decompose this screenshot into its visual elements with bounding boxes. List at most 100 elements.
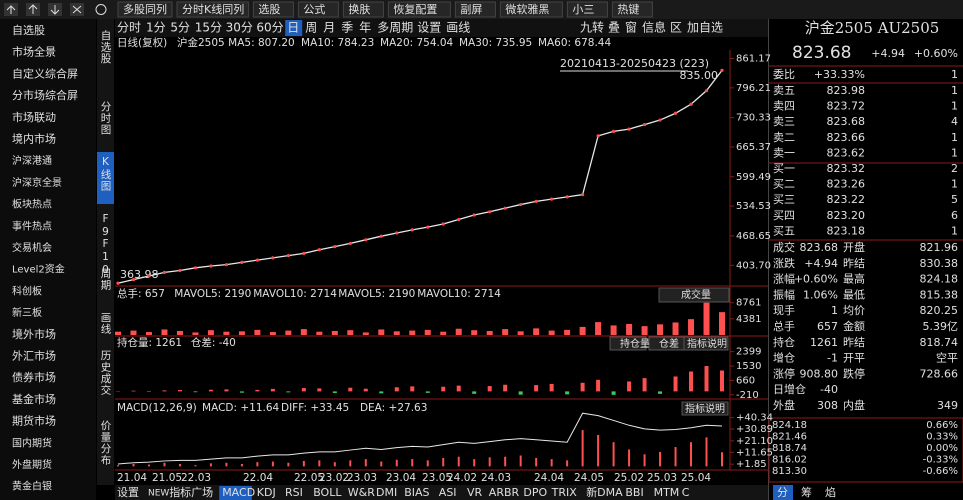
side-tab[interactable]: 周期 bbox=[100, 268, 112, 291]
toolbar-button[interactable] bbox=[611, 1, 653, 18]
toolbar-label[interactable]: 恢复配置 bbox=[393, 2, 437, 16]
toolbar-button[interactable] bbox=[252, 1, 294, 18]
indicator-tab[interactable]: MTM bbox=[654, 486, 680, 499]
indicator-tab[interactable]: BOLL bbox=[313, 486, 342, 499]
indicator-tab[interactable]: RSI bbox=[285, 486, 303, 499]
sidebar-item[interactable]: 科创板 bbox=[12, 284, 42, 297]
period-tab[interactable]: 月 bbox=[323, 21, 335, 35]
sidebar-item[interactable]: 基金市场 bbox=[12, 392, 56, 406]
chart-tool[interactable]: 窗 bbox=[625, 21, 637, 35]
toolbar-label[interactable]: 副屏 bbox=[460, 3, 482, 16]
chart-tool[interactable]: 九转 bbox=[580, 20, 604, 35]
sidebar-item[interactable]: 市场联动 bbox=[12, 110, 56, 124]
indicator-tab[interactable]: 设置 bbox=[117, 486, 139, 499]
indicator-tab[interactable]: BBI bbox=[625, 486, 643, 499]
sidebar-item[interactable]: 分市场综合屏 bbox=[12, 88, 78, 102]
period-tab[interactable]: 多周期 bbox=[377, 21, 413, 35]
toolbar-button[interactable] bbox=[566, 1, 608, 18]
toolbar-label[interactable]: 小三 bbox=[572, 3, 594, 16]
sidebar-item[interactable]: 市场全景 bbox=[12, 45, 56, 59]
period-tab[interactable]: 设置 bbox=[417, 21, 441, 35]
indicator-tab[interactable]: MACD bbox=[222, 486, 255, 499]
period-tab[interactable]: 30分 bbox=[226, 21, 253, 35]
button[interactable] bbox=[658, 287, 730, 303]
indicator-tab[interactable]: VR bbox=[467, 486, 483, 499]
sidebar-item[interactable]: 沪深港通 bbox=[12, 154, 52, 167]
sidebar-item[interactable]: 外盘期货 bbox=[12, 458, 52, 471]
sidebar-item[interactable]: 境外市场 bbox=[12, 327, 56, 341]
period-tab[interactable]: 周 bbox=[305, 21, 317, 35]
period-tab[interactable]: 5分 bbox=[170, 21, 190, 35]
sidebar-item[interactable]: 新三板 bbox=[12, 306, 42, 319]
toolbar-label[interactable]: 选股 bbox=[258, 3, 280, 16]
period-tab[interactable]: 日 bbox=[287, 21, 299, 35]
period-tab[interactable]: 季 bbox=[341, 21, 353, 35]
indicator-tab[interactable]: C bbox=[682, 486, 690, 499]
indicator-tab[interactable]: ARBR bbox=[489, 486, 520, 499]
toolbar-label[interactable]: 公式 bbox=[303, 3, 325, 16]
sidebar-item[interactable]: 板块热点 bbox=[12, 198, 52, 211]
toolbar-label[interactable]: 微软雅黑 bbox=[505, 2, 549, 16]
chart-tool[interactable]: 信息 bbox=[642, 20, 666, 35]
toolbar-label[interactable]: 多股同列 bbox=[123, 2, 167, 16]
indicator-tab[interactable]: DMI bbox=[376, 486, 397, 499]
quote-tab[interactable]: 分 bbox=[777, 486, 788, 499]
sidebar-item[interactable]: 事件热点 bbox=[12, 219, 52, 232]
button[interactable] bbox=[609, 336, 647, 351]
period-tab[interactable]: 1分 bbox=[146, 21, 166, 35]
side-tab[interactable]: 自选股 bbox=[100, 29, 112, 64]
toolbar-label[interactable]: 分时K线同列 bbox=[182, 2, 244, 16]
chart-tool[interactable]: 叠 bbox=[608, 21, 620, 35]
indicator-tab[interactable]: ASI bbox=[439, 486, 457, 499]
indicator-tab[interactable]: W&R bbox=[348, 486, 375, 499]
toolbar-button[interactable] bbox=[117, 1, 173, 18]
sidebar-item[interactable]: 自选股 bbox=[12, 24, 45, 37]
sidebar-item[interactable]: Level2资金 bbox=[12, 263, 65, 276]
toolbar-button[interactable] bbox=[387, 1, 451, 18]
period-tab[interactable]: 分时 bbox=[117, 21, 141, 35]
side-tab[interactable]: 画线 bbox=[100, 312, 112, 335]
quote-tab[interactable]: 焰 bbox=[825, 485, 836, 499]
chart-tool[interactable]: 区 bbox=[670, 21, 682, 35]
sidebar-item[interactable]: 交易机会 bbox=[12, 241, 52, 254]
button[interactable] bbox=[681, 401, 729, 416]
sidebar-item[interactable]: 黄金白银 bbox=[12, 480, 52, 493]
side-tab[interactable]: 历史成交 bbox=[100, 350, 112, 396]
sidebar-item[interactable]: 沪深京全景 bbox=[12, 176, 62, 189]
button-label[interactable]: 持仓量 bbox=[620, 337, 650, 350]
quote-tab[interactable]: 筹 bbox=[801, 485, 812, 499]
button-label[interactable]: 成交量 bbox=[681, 288, 711, 301]
sidebar-item[interactable]: 自定义综合屏 bbox=[12, 66, 78, 80]
period-tab[interactable]: 60分 bbox=[256, 21, 283, 35]
side-tab[interactable]: F10 bbox=[100, 238, 112, 277]
chart-tool[interactable]: 加自选 bbox=[687, 21, 723, 35]
indicator-tab[interactable]: DPO bbox=[523, 486, 547, 499]
sidebar-item[interactable]: 外汇市场 bbox=[12, 349, 56, 363]
toolbar-button[interactable] bbox=[454, 1, 496, 18]
sidebar-item[interactable]: 债券市场 bbox=[12, 370, 56, 384]
button[interactable] bbox=[683, 336, 729, 351]
toolbar-button[interactable] bbox=[176, 1, 249, 18]
button-label[interactable]: 指标说明 bbox=[687, 337, 727, 350]
toolbar-label[interactable]: 热键 bbox=[617, 2, 639, 16]
toolbar-label[interactable]: 换肤 bbox=[348, 2, 370, 16]
sidebar-item[interactable]: 期货市场 bbox=[12, 414, 56, 428]
indicator-tab[interactable]: BIAS bbox=[404, 486, 429, 499]
side-tab[interactable]: 分时图 bbox=[100, 101, 112, 136]
indicator-tab[interactable]: 指标广场 bbox=[169, 485, 213, 499]
side-tab[interactable]: K线图 bbox=[100, 156, 112, 192]
side-tab[interactable]: F9 bbox=[100, 213, 112, 239]
period-tab[interactable]: 画线 bbox=[446, 21, 470, 35]
sidebar-item[interactable]: 国内期货 bbox=[12, 436, 52, 449]
toolbar-button[interactable] bbox=[342, 1, 384, 18]
button-label[interactable]: 指标说明 bbox=[685, 402, 725, 415]
indicator-tab[interactable]: TRIX bbox=[551, 486, 578, 499]
period-tab[interactable]: 年 bbox=[359, 21, 371, 35]
side-tab[interactable]: 价量分布 bbox=[100, 420, 112, 466]
button-label[interactable]: 仓差 bbox=[659, 337, 679, 350]
indicator-tab[interactable]: KDJ bbox=[257, 486, 276, 499]
sidebar-item[interactable]: 境内市场 bbox=[12, 132, 56, 146]
period-tab[interactable]: 15分 bbox=[195, 21, 222, 35]
indicator-tab[interactable]: NEW bbox=[148, 489, 169, 499]
indicator-tab[interactable]: 新DMA bbox=[586, 485, 623, 499]
